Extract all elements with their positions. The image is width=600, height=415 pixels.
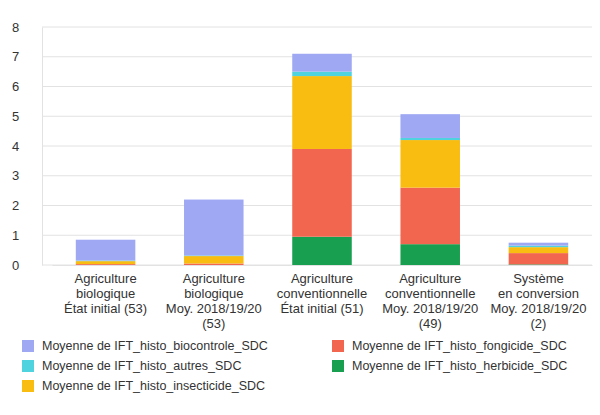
bar-segment [184,200,244,256]
bar-segment [184,256,244,263]
y-tick: 0 [12,258,42,273]
y-tick-label: 3 [12,168,19,183]
x-tick-label-line: Moy. 2018/19/20 [382,301,478,316]
x-tick-label-line: Agriculture [399,271,461,286]
x-tick-label-line: État initial (51) [280,301,363,316]
grid-line [42,27,592,28]
bar-segment [292,76,352,149]
bar-segment [400,188,460,245]
x-tick: AgricultureconventionnelleÉtat initial (… [277,265,367,316]
legend-swatch [332,360,344,372]
x-tick-label-line: conventionnelle [277,286,367,301]
x-tick: AgriculturebiologiqueMoy. 2018/19/20(53) [166,265,262,331]
x-tick-label-line: Agriculture [291,271,353,286]
y-axis-line [42,28,43,266]
legend-item: Moyenne de IFT_histo_autres_SDC [22,359,241,373]
x-tick-label: AgriculturebiologiqueÉtat initial (53) [64,271,147,316]
x-tick: AgriculturebiologiqueÉtat initial (53) [64,265,147,316]
y-tick: 1 [12,228,42,243]
x-tick: Systèmeen conversionMoy. 2018/19/20(2) [490,265,586,331]
x-tick-label-line: État initial (53) [64,301,147,316]
x-tick-label: AgricultureconventionnelleMoy. 2018/19/2… [382,271,478,331]
y-tick-label: 1 [12,228,19,243]
legend-swatch [22,380,34,392]
bar-segment [509,243,569,246]
y-tick-label: 2 [12,198,19,213]
bar-segment [292,72,352,76]
bar-segment [400,244,460,265]
legend-swatch [22,340,34,352]
series-bars [76,54,568,261]
y-tick-label: 8 [12,20,19,35]
bar-segment [292,54,352,72]
y-axis: 0 1 2 3 4 5 6 7 8 [12,20,43,273]
bar-segment [400,114,460,138]
y-tick-label: 5 [12,109,19,124]
y-tick-label: 4 [12,139,19,154]
x-axis-line [53,265,593,266]
y-tick: 4 [12,139,42,154]
x-tick-label-line: en conversion [498,286,579,301]
bar-segment [400,138,460,140]
legend-label: Moyenne de IFT_histo_fongicide_SDC [352,339,567,353]
legend-label: Moyenne de IFT_histo_insecticide_SDC [42,379,265,393]
x-tick-label-line: (2) [530,316,546,331]
bar-segment [292,149,352,237]
x-axis: AgriculturebiologiqueÉtat initial (53)Ag… [53,265,593,331]
y-tick: 6 [12,79,42,94]
x-tick-label: AgricultureconventionnelleÉtat initial (… [277,271,367,316]
bar-segment [400,140,460,188]
series-bars [76,149,568,265]
y-tick: 3 [12,168,42,183]
bar-segment [76,265,136,266]
x-tick-label-line: Système [513,271,564,286]
x-tick-label-line: (49) [419,316,442,331]
y-tick: 8 [12,20,42,35]
x-tick: AgricultureconventionnelleMoy. 2018/19/2… [382,265,478,331]
legend-item: Moyenne de IFT_histo_fongicide_SDC [332,339,567,353]
y-tick: 5 [12,109,42,124]
y-tick-label: 6 [12,79,19,94]
legend: Moyenne de IFT_histo_biocontrole_SDC Moye… [22,339,567,393]
legend-item: Moyenne de IFT_histo_herbicide_SDC [332,359,567,373]
legend-label: Moyenne de IFT_histo_autres_SDC [42,359,241,373]
series-bars [76,76,568,264]
grid [42,27,592,265]
x-tick-label-line: Agriculture [74,271,136,286]
bars [76,54,568,265]
bar-segment [292,237,352,265]
x-tick-label-line: Agriculture [183,271,245,286]
bar-segment [509,247,569,253]
y-tick-label: 7 [12,49,19,64]
bar-segment [184,264,244,265]
x-tick-label: Systèmeen conversionMoy. 2018/19/20(2) [490,271,586,331]
x-tick-label-line: conventionnelle [385,286,475,301]
legend-swatch [22,360,34,372]
y-tick: 7 [12,49,42,64]
y-tick-label: 0 [12,258,19,273]
legend-label: Moyenne de IFT_histo_biocontrole_SDC [42,339,268,353]
bar-segment [509,246,569,247]
bar-segment [76,261,136,264]
series-bars [76,72,568,262]
bar-segment [76,240,136,261]
bar-segment [184,265,244,266]
x-tick-label-line: biologique [76,286,135,301]
x-tick-label-line: Moy. 2018/19/20 [490,301,586,316]
x-tick-label-line: biologique [184,286,243,301]
x-tick-label-line: Moy. 2018/19/20 [166,301,262,316]
legend-item: Moyenne de IFT_histo_insecticide_SDC [22,379,265,393]
x-tick-label: AgriculturebiologiqueMoy. 2018/19/20(53) [166,271,262,331]
legend-swatch [332,340,344,352]
legend-item: Moyenne de IFT_histo_biocontrole_SDC [22,339,268,353]
y-tick: 2 [12,198,42,213]
legend-label: Moyenne de IFT_histo_herbicide_SDC [352,359,567,373]
bar-segment [509,253,569,264]
x-tick-label-line: (53) [202,316,225,331]
chart: 012345678AgriculturebiologiqueÉtat initi… [0,0,600,415]
